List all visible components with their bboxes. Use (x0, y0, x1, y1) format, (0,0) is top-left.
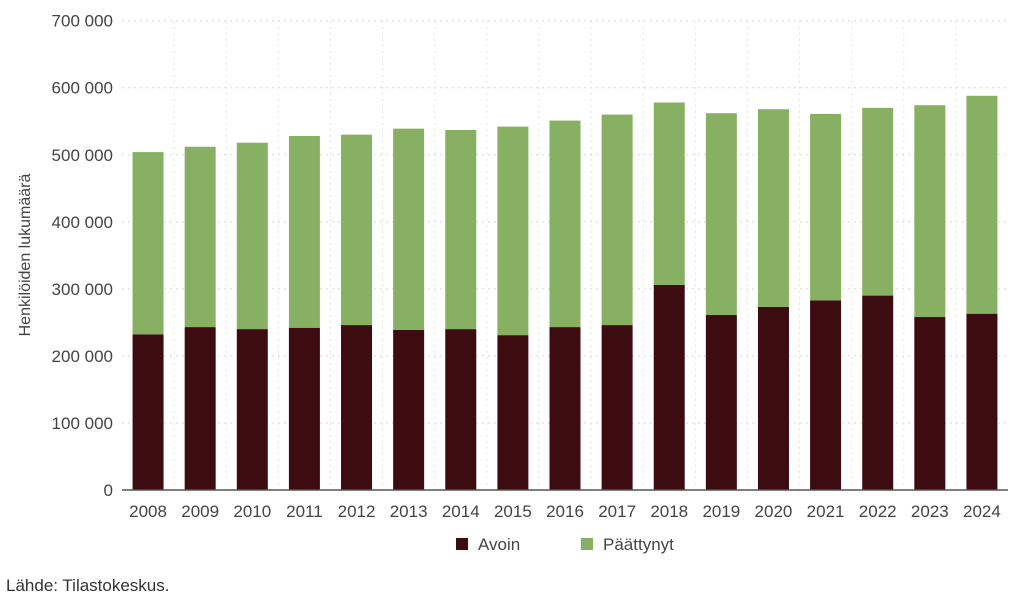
x-tick-label: 2015 (494, 502, 532, 521)
bar-päättynyt-2012 (341, 134, 373, 326)
x-tick-label: 2024 (963, 502, 1001, 521)
x-tick-label: 2020 (755, 502, 793, 521)
x-tick-label: 2021 (807, 502, 845, 521)
bar-avoin-2012 (341, 325, 373, 490)
y-tick-label: 500 000 (52, 146, 113, 165)
y-tick-label: 100 000 (52, 414, 113, 433)
bar-päättynyt-2018 (653, 102, 685, 285)
y-tick-label: 300 000 (52, 280, 113, 299)
bar-avoin-2015 (497, 335, 529, 490)
bar-päättynyt-2011 (288, 136, 320, 328)
x-tick-label: 2013 (390, 502, 428, 521)
y-tick-label: 700 000 (52, 12, 113, 31)
legend-label: Avoin (478, 535, 520, 554)
y-tick-label: 600 000 (52, 79, 113, 98)
y-axis-label: Henkilöiden lukumäärä (17, 174, 34, 337)
bar-päättynyt-2010 (236, 142, 268, 330)
bar-päättynyt-2008 (132, 152, 164, 335)
bar-avoin-2021 (810, 300, 842, 490)
source-note: Lähde: Tilastokeskus. (6, 576, 170, 595)
bar-päättynyt-2023 (914, 105, 946, 318)
x-tick-label: 2016 (546, 502, 584, 521)
bar-päättynyt-2019 (705, 113, 737, 316)
stacked-bar-chart: 0 100 000 200 000 300 000 400 000 500 000 600 … (17, 12, 1008, 554)
x-tick-label: 2018 (650, 502, 688, 521)
x-tick-label: 2010 (233, 502, 271, 521)
bar-avoin-2017 (601, 325, 633, 490)
x-tick-label: 2008 (129, 502, 167, 521)
bar-päättynyt-2017 (601, 114, 633, 326)
x-tick-label: 2014 (442, 502, 480, 521)
y-tick-label: 0 (104, 481, 113, 500)
y-tick-label: 400 000 (52, 213, 113, 232)
x-tick-label: 2012 (338, 502, 376, 521)
bar-avoin-2013 (393, 329, 425, 490)
bar-avoin-2016 (549, 327, 581, 490)
bar-avoin-2010 (236, 329, 268, 490)
bar-päättynyt-2024 (966, 95, 998, 314)
bar-avoin-2024 (966, 313, 998, 490)
bar-avoin-2022 (862, 295, 894, 490)
bar-avoin-2018 (653, 284, 685, 490)
x-tick-label: 2009 (181, 502, 219, 521)
legend-swatch-1 (581, 538, 593, 550)
x-tick-label: 2023 (911, 502, 949, 521)
x-tick-label: 2022 (859, 502, 897, 521)
bar-avoin-2014 (445, 329, 477, 490)
bar-avoin-2020 (757, 306, 789, 490)
y-tick-label: 200 000 (52, 347, 113, 366)
bar-avoin-2008 (132, 334, 164, 490)
bar-päättynyt-2009 (184, 146, 216, 328)
legend-label: Päättynyt (603, 535, 674, 554)
bar-päättynyt-2020 (757, 109, 789, 307)
bar-päättynyt-2016 (549, 120, 581, 328)
bar-päättynyt-2014 (445, 129, 477, 330)
x-tick-label: 2019 (702, 502, 740, 521)
bar-avoin-2011 (288, 327, 320, 490)
legend-swatch-0 (456, 538, 468, 550)
bar-avoin-2009 (184, 327, 216, 490)
bar-avoin-2019 (705, 315, 737, 490)
bar-päättynyt-2021 (810, 113, 842, 301)
bar-päättynyt-2013 (393, 128, 425, 330)
bar-avoin-2023 (914, 317, 946, 490)
bar-päättynyt-2022 (862, 107, 894, 296)
x-tick-label: 2011 (286, 502, 323, 521)
x-tick-label: 2017 (598, 502, 636, 521)
bar-päättynyt-2015 (497, 126, 529, 336)
